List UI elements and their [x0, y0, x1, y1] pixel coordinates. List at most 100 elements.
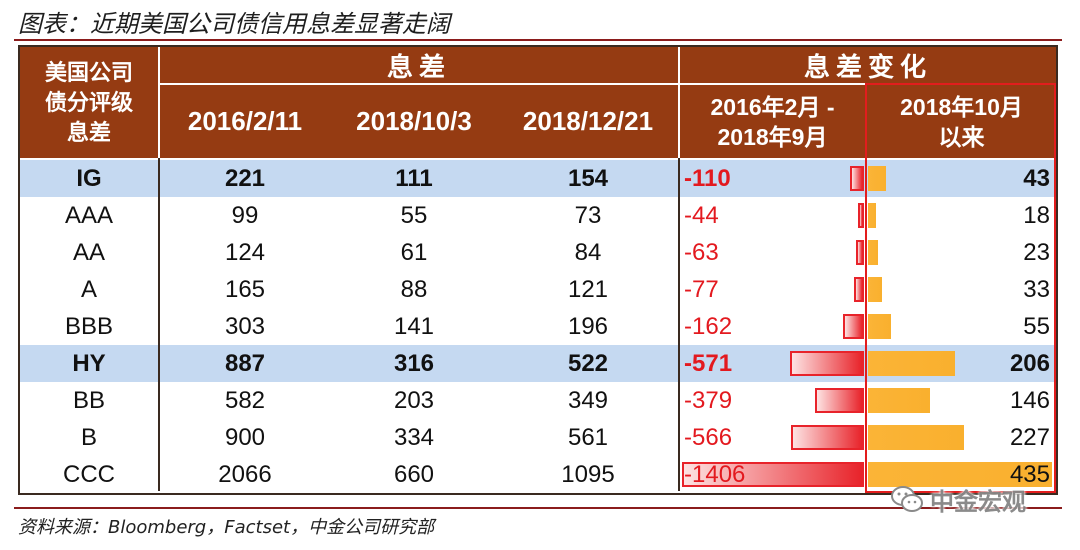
- table-row: IG 221 111 154 -110 43: [20, 160, 1056, 197]
- spread-cell: 73: [574, 202, 602, 229]
- change-cell-2016-2018: -63: [684, 239, 719, 266]
- table-row: BB 582 203 349 -379 146: [20, 382, 1056, 419]
- table-row: A 165 88 121 -77 33: [20, 271, 1056, 308]
- change-bar-2016-2018: [682, 462, 864, 487]
- change-bar-since-2018-10: [868, 277, 882, 302]
- table-header: [20, 47, 1056, 158]
- spread-cell: 203: [393, 387, 435, 414]
- change-cell-since-2018-10: 43: [1023, 165, 1050, 192]
- spread-cell: 2066: [218, 461, 272, 488]
- change-bar-since-2018-10: [868, 166, 887, 191]
- change-bar-since-2018-10: [868, 462, 1052, 487]
- table-row: HY 887 316 522 -571 206: [20, 345, 1056, 382]
- table-body: IG 221 111 154 -110 43 AAA 99 55 73 -44 18 AA 124 61 84…: [20, 160, 1056, 493]
- spread-cell: 55: [400, 202, 428, 229]
- rating-cell: AAA: [64, 202, 114, 229]
- column-divider: [678, 158, 680, 491]
- spread-cell: 61: [400, 239, 428, 266]
- watermark-text: 中金宏观: [930, 488, 1026, 516]
- change-bar-since-2018-10: [868, 351, 956, 376]
- change-bar-2016-2018: [790, 351, 864, 376]
- change-cell-2016-2018: -162: [684, 313, 733, 340]
- table-row: BBB 303 141 196 -162 55: [20, 308, 1056, 345]
- header-date: 2018/12/21: [522, 106, 654, 136]
- header-rating: 美国公司 债分评级 息差: [20, 47, 158, 158]
- spread-cell: 88: [400, 276, 428, 303]
- spread-cell: 196: [567, 313, 609, 340]
- spread-cell: 887: [224, 350, 266, 377]
- header-divider: [158, 47, 160, 158]
- change-cell-2016-2018: -571: [684, 350, 733, 377]
- change-bar-2016-2018: [854, 277, 864, 302]
- header-rating-line: 债分评级: [44, 89, 133, 116]
- change-cell-since-2018-10: 227: [1009, 424, 1050, 451]
- rating-cell: AA: [72, 239, 105, 266]
- change-cell-since-2018-10: 23: [1023, 239, 1050, 266]
- change-cell-2016-2018: -379: [684, 387, 733, 414]
- change-bar-2016-2018: [849, 166, 864, 191]
- change-bar-2016-2018: [814, 388, 864, 413]
- change-cell-2016-2018: -44: [684, 202, 719, 229]
- spread-cell: 582: [224, 387, 266, 414]
- highlight-frame: [865, 83, 1056, 493]
- change-bar-since-2018-10: [868, 425, 965, 450]
- spread-cell: 334: [393, 424, 435, 451]
- header-change-group: 息差变化: [803, 51, 932, 82]
- header-date: 2016/2/11: [187, 106, 303, 136]
- spread-cell: 141: [393, 313, 435, 340]
- change-bar-2016-2018: [858, 203, 864, 228]
- title-rule: [14, 39, 1062, 41]
- spread-cell: 561: [567, 424, 609, 451]
- header-period-line: 2016年2月 -: [710, 93, 835, 120]
- change-cell-since-2018-10: 146: [1009, 387, 1050, 414]
- spread-cell: 221: [224, 165, 266, 192]
- spread-cell: 121: [567, 276, 609, 303]
- header-date: 2018/10/3: [356, 106, 472, 136]
- rating-cell: CCC: [63, 461, 115, 488]
- change-cell-since-2018-10: 33: [1023, 276, 1050, 303]
- change-bar-since-2018-10: [868, 240, 878, 265]
- spread-cell: 1095: [561, 461, 615, 488]
- change-cell-2016-2018: -110: [684, 165, 731, 192]
- source-note: 资料来源：Bloomberg，Factset，中金公司研究部: [18, 517, 435, 538]
- header-divider: [160, 83, 1056, 85]
- spread-cell: 316: [393, 350, 435, 377]
- spread-cell: 124: [224, 239, 266, 266]
- rating-cell: B: [80, 424, 97, 451]
- spread-cell: 154: [567, 165, 609, 192]
- header-period-line: 以来: [938, 123, 985, 150]
- header-rating-line: 息差: [66, 119, 111, 146]
- rating-cell: HY: [72, 350, 106, 377]
- change-cell-since-2018-10: 435: [1009, 461, 1050, 488]
- change-bar-2016-2018: [855, 240, 864, 265]
- table-border: [18, 45, 1058, 495]
- change-bar-2016-2018: [790, 425, 864, 450]
- figure-title: 图表：近期美国公司债信用息差显著走阔: [18, 10, 450, 38]
- change-cell-2016-2018: -566: [684, 424, 733, 451]
- spread-cell: 99: [231, 202, 259, 229]
- header-spread-group: 息差: [386, 51, 451, 82]
- column-divider: [158, 158, 160, 491]
- header-period-since-2018-10: 2018年10月 以来: [867, 85, 1056, 158]
- change-bar-since-2018-10: [868, 388, 930, 413]
- header-period-line: 2018年10月: [900, 93, 1023, 120]
- header-rating-line: 美国公司: [44, 59, 133, 86]
- rating-cell: BB: [72, 387, 105, 414]
- header-period-2016-2018: 2016年2月 - 2018年9月: [680, 85, 865, 158]
- header-period-line: 2018年9月: [717, 123, 828, 150]
- spread-cell: 522: [567, 350, 609, 377]
- wechat-icon: [891, 486, 923, 512]
- spread-cell: 303: [224, 313, 266, 340]
- change-bar-since-2018-10: [868, 314, 892, 339]
- change-cell-2016-2018: -77: [684, 276, 719, 303]
- source-rule: [14, 507, 1062, 509]
- spread-cell: 660: [393, 461, 435, 488]
- table-row: CCC 2066 660 1095 -1406 435: [20, 456, 1056, 493]
- rating-cell: A: [80, 276, 97, 303]
- rating-cell: BBB: [64, 313, 114, 340]
- change-cell-since-2018-10: 18: [1023, 202, 1050, 229]
- spread-cell: 84: [574, 239, 602, 266]
- spread-cell: 349: [567, 387, 609, 414]
- change-bar-2016-2018: [843, 314, 864, 339]
